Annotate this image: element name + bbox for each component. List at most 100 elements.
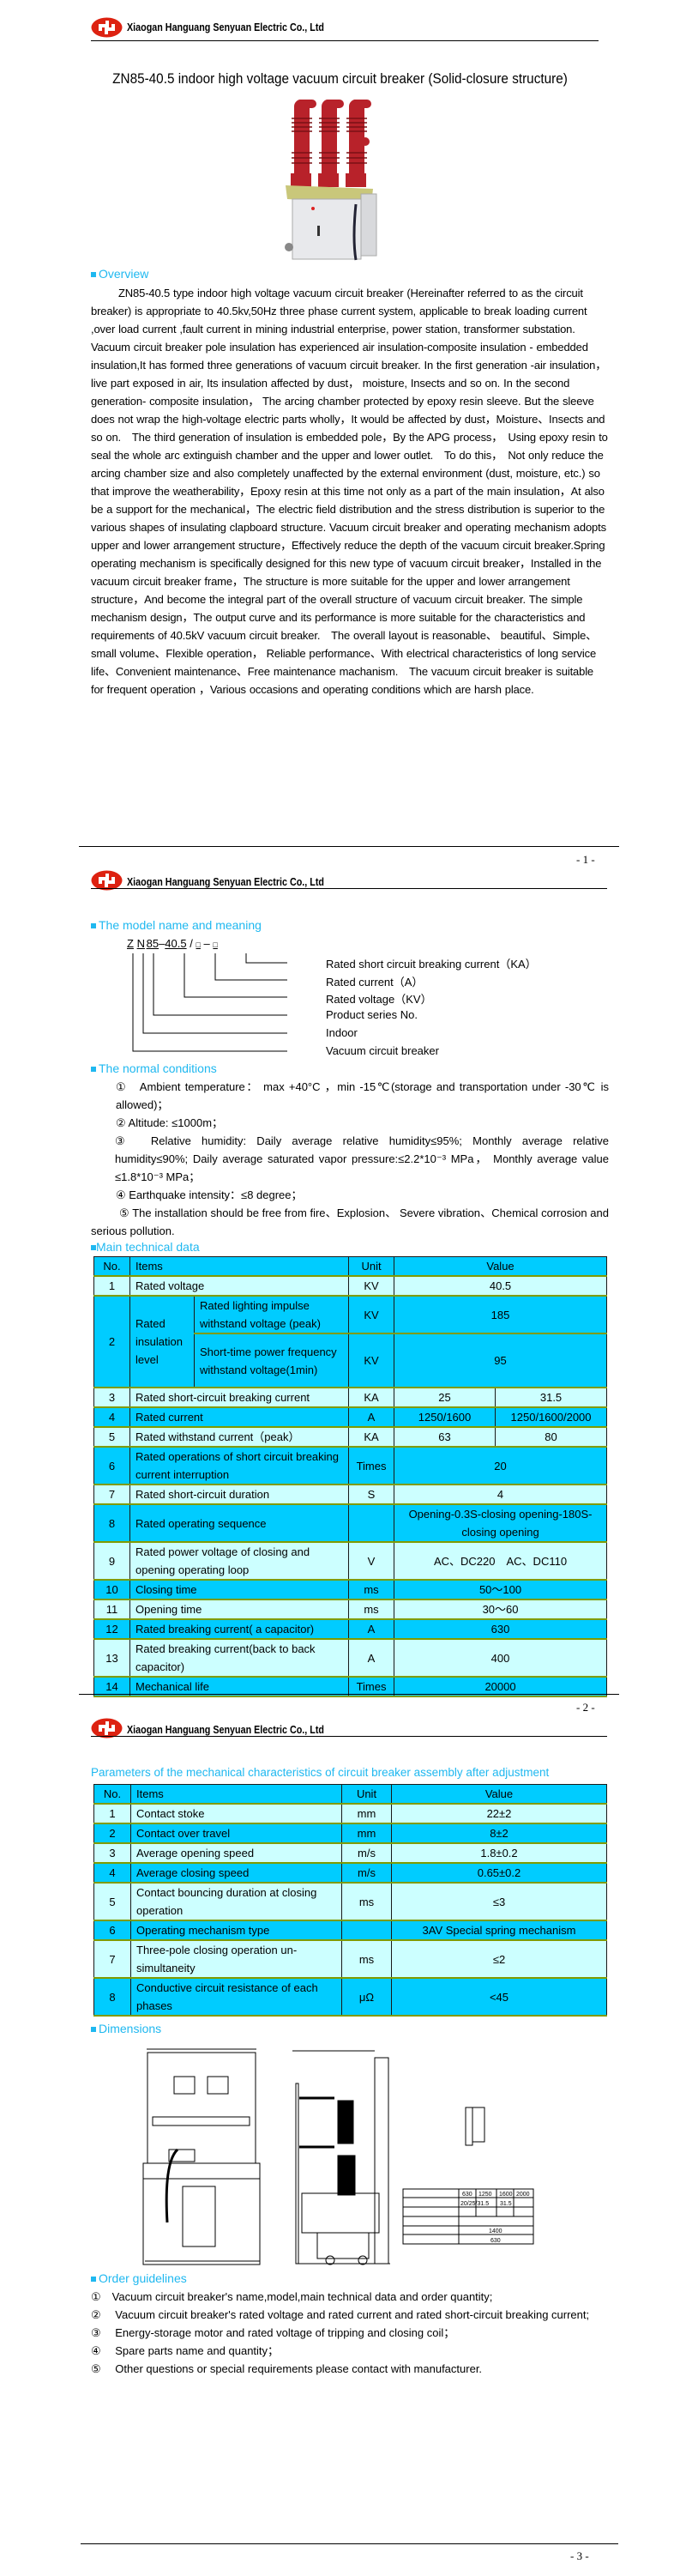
cell-item: Conductive circuit resistance of each ph…: [130, 1977, 342, 2017]
main-table-heading: Main technical data: [91, 1240, 200, 1254]
page-number: - 1 -: [576, 853, 595, 866]
cell-item: Opening time: [129, 1599, 350, 1620]
dimensions-heading-text: Dimensions: [99, 2022, 162, 2035]
company-logo-icon: [91, 17, 123, 38]
table-row: 5 Rated withstand current（peak） KA 63 80: [93, 1426, 608, 1448]
model-label: Rated current（A）: [326, 976, 424, 989]
table-row: 2 Contact over travel mm 8±2: [93, 1823, 607, 1844]
mech-table-heading: Parameters of the mechanical characteris…: [91, 1766, 550, 1779]
cell-value: 8±2: [391, 1823, 607, 1844]
cell-item: Rated short-circuit duration: [129, 1484, 350, 1505]
drawing-table-cell: 31.5: [500, 2201, 512, 2207]
cell-item: Three-pole closing operation un-simultan…: [130, 1939, 342, 1979]
bullet-square-icon: [91, 1067, 96, 1072]
cell-no: 5: [93, 1882, 131, 1921]
page-number: - 3 -: [570, 2549, 589, 2562]
cell-item: Rated breaking current( a capacitor): [129, 1618, 350, 1640]
cell-unit: ms: [348, 1599, 395, 1620]
main-technical-table: No. Items Unit Value 1 Rated voltage KV 40.5 2 Ra…: [93, 1256, 608, 1697]
overview-heading-text: Overview: [99, 267, 149, 281]
table-row: 2 Rated insulation level Rated lighting im…: [93, 1295, 608, 1388]
company-logo-icon: [91, 870, 123, 891]
cell-value: 3AV Special spring mechanism: [391, 1920, 607, 1941]
table-row: 4 Rated current A 1250/1600 1250/1600/2000: [93, 1406, 608, 1428]
page-break-rule: [81, 2543, 618, 2544]
bullet-square-icon: [91, 923, 96, 928]
table-row: 3 Rated short-circuit breaking current KA 2…: [93, 1387, 608, 1408]
header-unit: Unit: [348, 1256, 395, 1277]
bullet-square-icon: [91, 272, 96, 277]
table-row: 5 Contact bouncing duration at closing op…: [93, 1882, 607, 1921]
cell-value: 1250/1600: [394, 1406, 496, 1428]
table-row: 7 Three-pole closing operation un-simulta…: [93, 1939, 607, 1979]
header-rule: [91, 40, 599, 41]
model-heading: The model name and meaning: [91, 918, 262, 932]
cell-item: Rated current: [129, 1406, 350, 1428]
cell-group: Rated insulation level: [129, 1295, 195, 1388]
cell-no: 2: [93, 1295, 130, 1388]
cell-item: Contact bouncing duration at closing ope…: [130, 1882, 342, 1921]
drawing-table-cell: 630: [462, 2192, 472, 2198]
cell-unit: [341, 1920, 392, 1941]
order-item: ② Vacuum circuit breaker's rated voltage…: [91, 2308, 590, 2321]
cell-no: 3: [93, 1387, 130, 1408]
condition-item: ④ Earthquake intensity：≤8 degree；: [116, 1188, 303, 1201]
cell-value: 31.5: [495, 1387, 608, 1408]
header-value: Value: [394, 1256, 608, 1277]
order-item: ④ Spare parts name and quantity；: [91, 2344, 280, 2357]
cell-no: 4: [93, 1406, 130, 1428]
cell-no: 6: [93, 1920, 131, 1941]
drawing-table-cell: 20/25/31.5: [460, 2201, 489, 2207]
company-name: Xiaogan Hanguang Senyuan Electric Co., L…: [127, 876, 324, 888]
cell-no: 14: [93, 1676, 130, 1697]
bullet-square-icon: [91, 2027, 96, 2032]
table-row: 10 Closing time ms 50～100: [93, 1579, 608, 1600]
cell-unit: mm: [341, 1803, 392, 1824]
condition-item: ② Altitude: ≤1000m；: [116, 1116, 224, 1129]
cell-no: 7: [93, 1484, 130, 1505]
cell-unit: Times: [348, 1446, 395, 1485]
cell-value: 4: [394, 1484, 608, 1505]
cell-no: 4: [93, 1862, 131, 1884]
cell-unit: ms: [341, 1939, 392, 1979]
cell-item: Average opening speed: [130, 1842, 342, 1864]
company-name: Xiaogan Hanguang Senyuan Electric Co., L…: [127, 21, 324, 33]
header-no: No.: [93, 1256, 130, 1277]
overview-heading: Overview: [91, 267, 148, 281]
order-item: ③ Energy-storage motor and rated voltage…: [91, 2326, 455, 2339]
cell-value: 185: [394, 1295, 608, 1334]
table-row: 8 Conductive circuit resistance of each p…: [93, 1977, 607, 2017]
cell-unit: ms: [348, 1579, 395, 1600]
table-row: 14 Mechanical life Times 20000: [93, 1676, 608, 1697]
table-row: 7 Rated short-circuit duration S 4: [93, 1484, 608, 1505]
cell-value: 25: [394, 1387, 496, 1408]
product-image: [285, 100, 377, 261]
cell-no: 3: [93, 1842, 131, 1864]
cell-value: 22±2: [391, 1803, 607, 1824]
cell-no: 10: [93, 1579, 130, 1600]
header-items: Items: [129, 1256, 350, 1277]
order-item: ⑤ Other questions or special requirement…: [91, 2362, 483, 2375]
cell-item: Rated operations of short circuit breaki…: [129, 1446, 350, 1485]
cell-value: 0.65±0.2: [391, 1862, 607, 1884]
model-code-part: 85: [146, 937, 159, 950]
page-break-rule: [79, 1694, 619, 1695]
cell-no: 9: [93, 1541, 130, 1581]
cell-unit: mm: [341, 1823, 392, 1844]
cell-unit: V: [348, 1541, 395, 1581]
model-code-part: N: [136, 937, 145, 950]
drawing-table-cell: 1400: [489, 2228, 502, 2234]
order-heading: Order guidelines: [91, 2271, 187, 2285]
table-row: 8 Rated operating sequence Opening-0.3S-cl…: [93, 1503, 608, 1543]
cell-no: 2: [93, 1823, 131, 1844]
cell-item: Operating mechanism type: [130, 1920, 342, 1941]
cell-item: Rated withstand current（peak）: [129, 1426, 350, 1448]
cell-value: Opening-0.3S-closing opening-180S-closin…: [394, 1503, 608, 1543]
bullet-square-icon: [91, 2277, 96, 2282]
cell-item: Contact stoke: [130, 1803, 342, 1824]
table-row: 1 Contact stoke mm 22±2: [93, 1803, 607, 1824]
conditions-heading-text: The normal conditions: [99, 1061, 217, 1075]
cell-no: 8: [93, 1977, 131, 2017]
model-label: Rated short circuit breaking current（KA）: [326, 958, 537, 971]
cell-unit: KV: [348, 1295, 395, 1334]
